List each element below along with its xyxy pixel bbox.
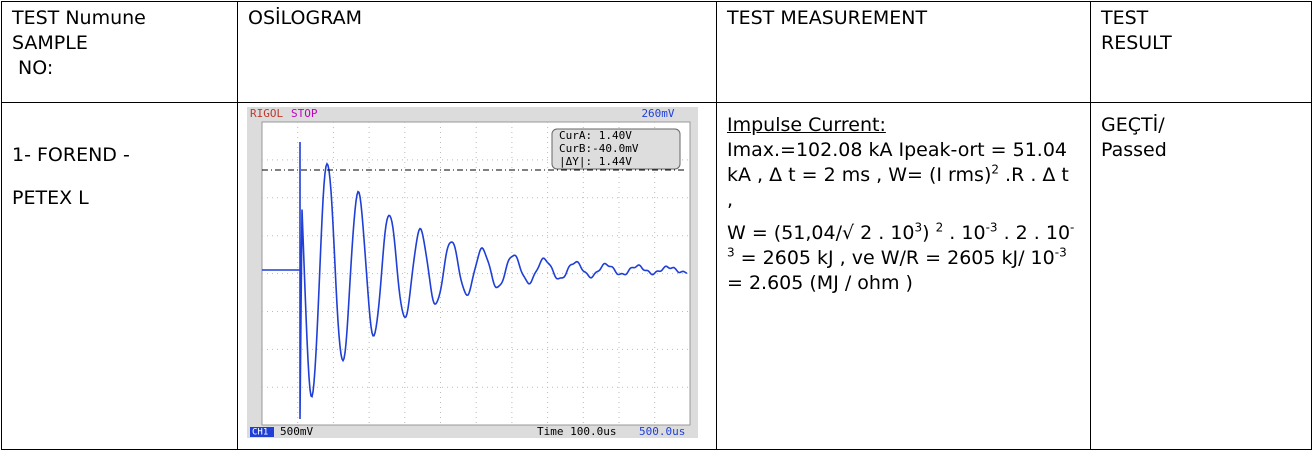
text-run: W = (51,04/√ 2 . 10: [727, 222, 915, 244]
cell: RIGOL STOP 260mV CurA: 1.40V CurB:-40.0m…: [237, 102, 717, 450]
header-cell: TEST Numune SAMPLE NO:: [1, 1, 238, 103]
text: PETEX L: [12, 187, 89, 209]
text-run: .R . Δ t ,: [727, 164, 1069, 211]
cell: Impulse Current: Imax.=102.08 kA Ipeak-o…: [716, 102, 1091, 450]
superscript: -3: [985, 220, 998, 235]
heading: Impulse Current:: [727, 114, 886, 136]
text-run: = 2605 kJ , ve W/R = 2605 kJ/ 10: [734, 247, 1055, 269]
scope-text: CurA: 1.40V: [559, 129, 632, 142]
text: TEST: [1101, 7, 1149, 29]
superscript: 2: [991, 162, 999, 177]
text-run: Imax.=102.08 kA Ipeak-ort = 51.04 kA , Δ…: [727, 139, 1068, 186]
header-cell: TEST MEASUREMENT: [716, 1, 1091, 103]
superscript: 3: [914, 220, 923, 235]
scope-text: |ΔY|: 1.44V: [559, 155, 632, 168]
text-run: . 2 . 10: [997, 222, 1071, 244]
scope-grid: [262, 122, 690, 425]
text: OSİLOGRAM: [248, 7, 363, 29]
cell: 1- FOREND - PETEX L: [1, 102, 238, 450]
superscript: -3: [727, 220, 1075, 260]
paragraph: Imax.=102.08 kA Ipeak-ort = 51.04 kA , Δ…: [727, 138, 1080, 213]
text: RESULT: [1101, 32, 1172, 54]
scope-text: 500.0us: [639, 425, 685, 438]
channel-badge: [250, 427, 274, 437]
scope-text: 260mV: [641, 107, 674, 120]
waveform: [262, 142, 688, 420]
text-run: ): [922, 222, 936, 244]
text-run: = 2.605 (MJ / ohm ): [727, 272, 913, 294]
cell: GEÇTİ/Passed: [1090, 102, 1312, 450]
cursor-box: [551, 128, 681, 170]
superscript: -3: [1054, 245, 1067, 260]
scope-text: CH1: [252, 428, 268, 438]
text: TEST Numune: [12, 7, 146, 29]
text: Passed: [1101, 139, 1167, 161]
header-cell: TEST RESULT: [1090, 1, 1312, 103]
scope-text: STOP: [291, 107, 318, 120]
scope-text: CurB:-40.0mV: [559, 142, 639, 155]
paragraph: W = (51,04/√ 2 . 103) 2 . 10-3 . 2 . 10-…: [727, 221, 1080, 296]
measurement-text: Imax.=102.08 kA Ipeak-ort = 51.04 kA , Δ…: [727, 138, 1080, 296]
scope-text: RIGOL: [250, 107, 283, 120]
scope-text: Time 100.0us: [537, 425, 616, 438]
text-run: . 10: [943, 222, 986, 244]
text: SAMPLE: [12, 32, 88, 54]
header-cell: OSİLOGRAM: [237, 1, 717, 103]
text: 1- FOREND -: [12, 144, 130, 166]
scope-text: 500mV: [280, 425, 313, 438]
superscript: 2: [935, 220, 944, 235]
text: NO:: [18, 57, 54, 79]
text: GEÇTİ/: [1101, 114, 1165, 136]
oscillogram: RIGOL STOP 260mV CurA: 1.40V CurB:-40.0m…: [247, 107, 698, 438]
text: TEST MEASUREMENT: [727, 7, 928, 29]
